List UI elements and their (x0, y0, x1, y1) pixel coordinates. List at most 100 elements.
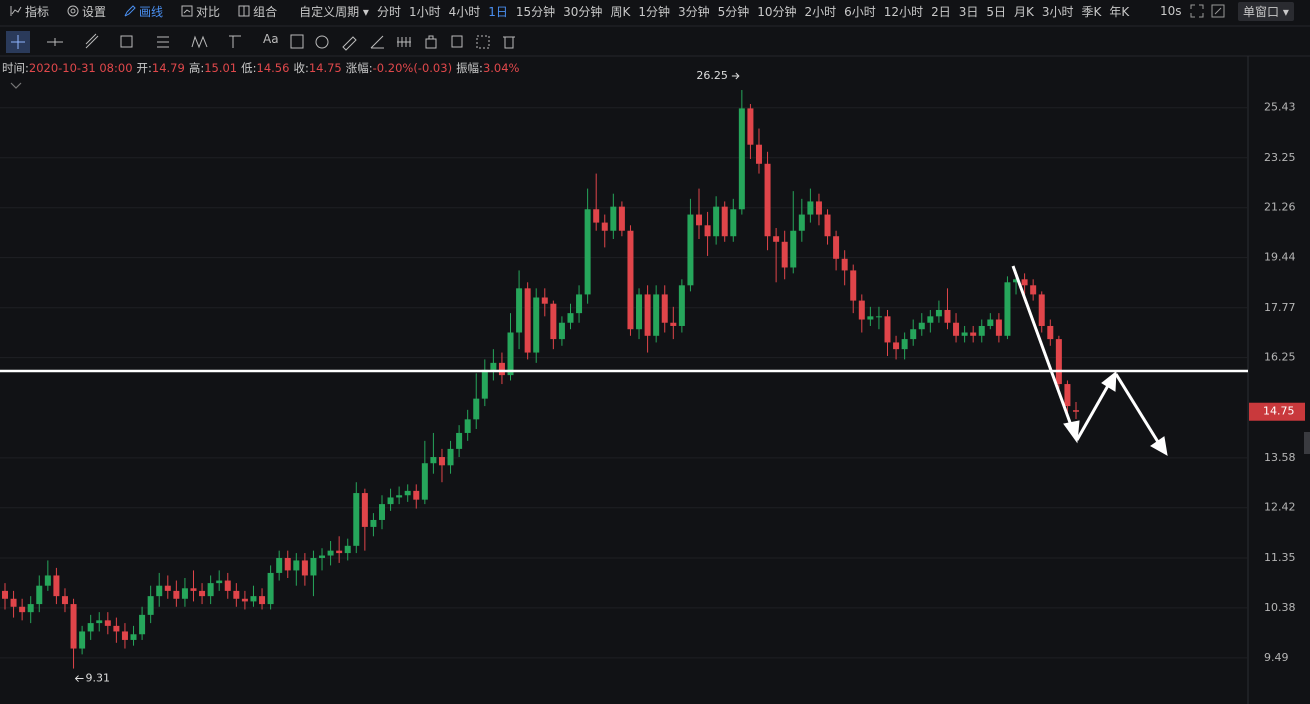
max-arrow (731, 72, 740, 80)
window-icon[interactable] (1211, 4, 1225, 18)
candle-body (987, 319, 994, 326)
candle-body (10, 598, 17, 607)
period-option[interactable]: 5分钟 (717, 4, 750, 19)
arrow-head (1150, 436, 1168, 456)
candle-body (190, 588, 197, 591)
side-tab[interactable] (1304, 432, 1310, 454)
period-option[interactable]: 1分钟 (638, 4, 670, 19)
period-option[interactable]: 分时 (376, 4, 401, 19)
tool-settings[interactable]: 设置 (67, 3, 106, 20)
period-option[interactable]: 年K (1109, 4, 1130, 19)
candle-body (567, 313, 574, 323)
candle-body (935, 309, 942, 317)
candle-body (747, 108, 754, 145)
candle-body (207, 583, 214, 597)
tool-combine[interactable]: 组合 (238, 3, 277, 20)
candle-body (216, 580, 223, 584)
candle-body (164, 585, 171, 591)
candle-body (413, 490, 420, 500)
wave-tool[interactable] (191, 35, 208, 49)
copy-tool[interactable] (451, 35, 463, 48)
candle-body (370, 519, 377, 527)
period-option[interactable]: 3分钟 (677, 4, 710, 19)
hline-tool[interactable] (47, 38, 63, 46)
measure-tool[interactable] (229, 35, 241, 48)
pen-tool[interactable] (370, 35, 384, 49)
tool-compare[interactable]: 对比 (181, 3, 220, 20)
candle-body (319, 555, 326, 558)
collapse-icon[interactable] (10, 82, 22, 89)
candle-body (918, 322, 925, 330)
info-value: 14.75 (308, 61, 342, 75)
label: 画线 (139, 4, 164, 19)
info-label: 开: (136, 61, 152, 75)
candle-body (713, 206, 720, 237)
candle-body (1013, 279, 1020, 283)
tool-draw[interactable]: 画线 (124, 3, 163, 20)
candle-body (824, 214, 831, 237)
arrow-line (1114, 373, 1160, 443)
period-option[interactable]: 2小时 (804, 4, 837, 19)
pattern-tool[interactable] (397, 37, 411, 47)
info-value: 14.56 (256, 61, 290, 75)
period-option[interactable]: 15分钟 (515, 4, 556, 19)
period-option[interactable]: 月K (1014, 4, 1034, 19)
period-option[interactable]: 1日 (488, 4, 508, 19)
crosshair-tool[interactable] (11, 35, 25, 49)
trend-tool[interactable] (85, 33, 99, 49)
fullscreen-icon[interactable] (1190, 4, 1204, 18)
grid: 9.49 10.38 11.35 12.42 13.58 16.25 17.77 19.44 2… (0, 101, 1296, 664)
delete-tool[interactable] (503, 36, 515, 49)
period-option[interactable]: 6小时 (844, 4, 876, 19)
period-option[interactable]: 5日 (986, 4, 1006, 19)
period-option[interactable]: 10分钟 (757, 4, 797, 19)
candle-body (464, 419, 471, 433)
text-tool[interactable]: Aa (263, 32, 279, 46)
candle-body (421, 463, 428, 500)
y-tick-label: 13.58 (1264, 451, 1296, 464)
candle-body (807, 201, 814, 215)
candle-body (781, 241, 788, 268)
period-menu[interactable]: 自定义周期 ▾ (299, 4, 369, 19)
candle-body (19, 606, 26, 613)
select-tool[interactable] (476, 35, 490, 49)
icons (1190, 4, 1225, 18)
period-option[interactable]: 30分钟 (563, 4, 603, 19)
candle-body (653, 294, 660, 336)
candles (2, 90, 1079, 669)
period-option[interactable]: 2日 (931, 4, 951, 19)
candle-body (233, 590, 240, 599)
window-mode[interactable]: 单窗口 ▾ (1238, 0, 1294, 22)
candle-body (181, 588, 188, 599)
shape-tool[interactable] (315, 35, 329, 49)
lock-tool[interactable] (425, 38, 437, 49)
refresh[interactable]: 10s (1160, 0, 1182, 22)
candle-body (738, 108, 745, 210)
note-tool[interactable] (290, 34, 304, 49)
forecast-arrows (1011, 265, 1168, 456)
period-option[interactable]: 12小时 (883, 4, 924, 19)
period-option[interactable]: 季K (1081, 4, 1102, 19)
window-mode-label[interactable]: 单窗口 ▾ (1238, 1, 1294, 21)
fib-tool[interactable] (157, 36, 169, 48)
candle-body (516, 288, 523, 333)
candle-body (61, 596, 68, 605)
candle-body (901, 339, 908, 350)
period-option[interactable]: 1小时 (408, 4, 441, 19)
candle-body (336, 550, 343, 554)
candle-body (593, 209, 600, 223)
info-value: 3.04% (482, 61, 520, 75)
refresh-rate[interactable]: 10s (1160, 4, 1182, 18)
candle-body (893, 342, 900, 350)
ruler-tool[interactable] (342, 36, 357, 51)
candle-body (721, 206, 728, 237)
period-option[interactable]: 4小时 (448, 4, 481, 19)
candle-body (498, 362, 505, 376)
period-option[interactable]: 3日 (958, 4, 979, 19)
period-option[interactable]: 3小时 (1041, 4, 1074, 19)
period-option[interactable]: 周K (610, 4, 631, 19)
candle-body (790, 230, 797, 268)
tool-indicators[interactable]: 指标 (10, 3, 49, 20)
rect-tool[interactable] (120, 35, 133, 48)
